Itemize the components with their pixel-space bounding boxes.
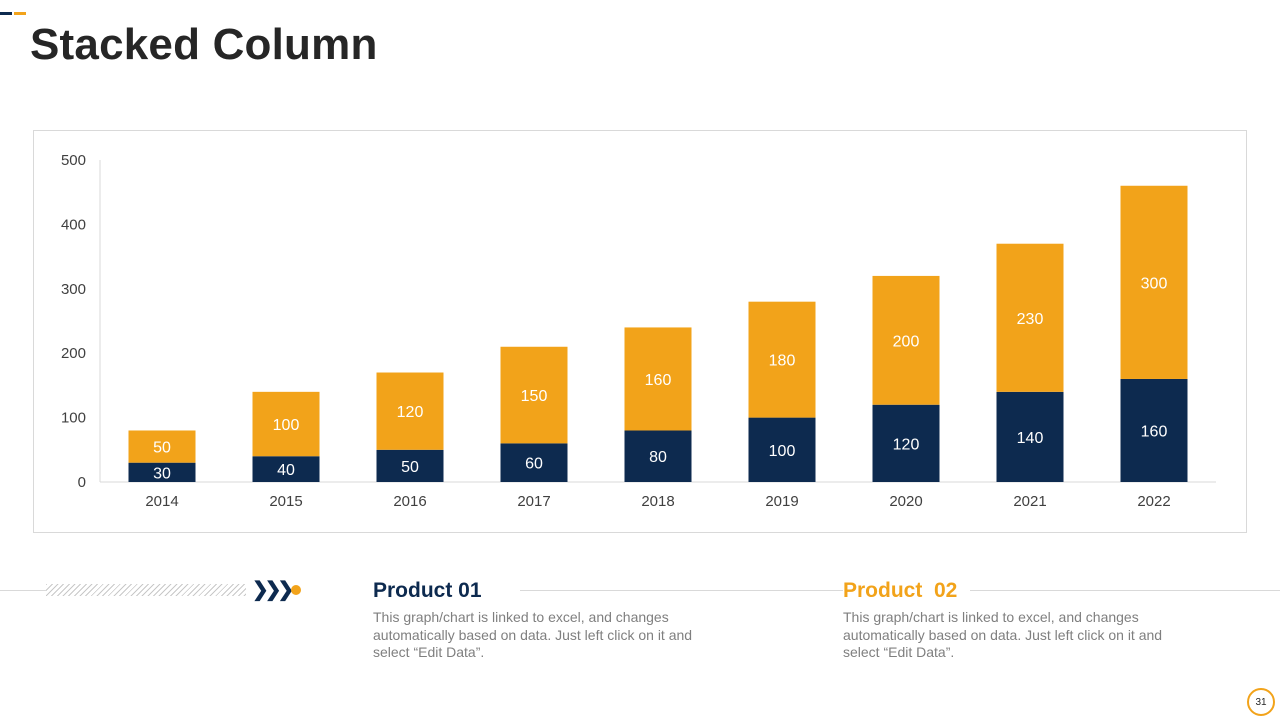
hatch-pattern xyxy=(46,584,246,596)
x-tick-label-2015: 2015 xyxy=(269,493,302,510)
bar-2016-series-2[interactable] xyxy=(376,372,444,450)
data-label-2014-series-2: 50 xyxy=(153,440,171,457)
footer-divider-middle xyxy=(520,590,845,591)
x-tick-label-2020: 2020 xyxy=(889,493,922,510)
data-label-2020-series-2: 200 xyxy=(893,333,920,350)
x-tick-label-2019: 2019 xyxy=(765,493,798,510)
y-tick-label-300: 300 xyxy=(61,281,86,298)
data-label-2018-series-2: 160 xyxy=(645,372,672,389)
bar-2021-series-2[interactable] xyxy=(996,243,1064,392)
data-label-2021-series-2: 230 xyxy=(1017,311,1044,328)
data-label-2021-series-1: 140 xyxy=(1017,430,1044,447)
bar-2016-series-1[interactable] xyxy=(376,449,444,482)
title-accent-bar-gold xyxy=(14,12,26,15)
data-label-2017-series-1: 60 xyxy=(525,456,543,473)
data-label-2016-series-1: 50 xyxy=(401,459,419,476)
bar-2017-series-2[interactable] xyxy=(500,346,568,444)
data-label-2016-series-2: 120 xyxy=(397,404,424,421)
product-01-description: This graph/chart is linked to excel, and… xyxy=(373,609,693,660)
data-label-2015-series-2: 100 xyxy=(273,417,300,434)
y-tick-label-0: 0 xyxy=(78,474,86,491)
bar-2019-series-1[interactable] xyxy=(748,417,816,482)
footer-divider-right xyxy=(970,590,1280,591)
x-tick-label-2021: 2021 xyxy=(1013,493,1046,510)
chart-frame[interactable]: 0 100 200 300 400 500 30 50 2014 40 100 2015 50 120 20… xyxy=(33,130,1247,533)
data-label-2019-series-1: 100 xyxy=(769,443,796,460)
bar-2014-series-1[interactable] xyxy=(128,462,196,482)
bar-2022-series-2[interactable] xyxy=(1120,185,1188,379)
bar-2019-series-2[interactable] xyxy=(748,301,816,418)
bar-2015-series-2[interactable] xyxy=(252,391,320,457)
bar-2020-series-1[interactable] xyxy=(872,404,940,482)
bar-2015-series-1[interactable] xyxy=(252,456,320,482)
data-label-2015-series-1: 40 xyxy=(277,462,295,479)
y-tick-label-500: 500 xyxy=(61,152,86,169)
title-accent-bar-dark xyxy=(0,12,12,15)
footer-divider-left xyxy=(0,590,50,591)
page-title: Stacked Column xyxy=(30,20,378,69)
y-tick-label-200: 200 xyxy=(61,345,86,362)
page-number-badge: 31 xyxy=(1247,688,1275,716)
chevrons-right-icon: ❯❯❯ xyxy=(252,579,294,601)
data-label-2022-series-2: 300 xyxy=(1141,275,1168,292)
data-label-2022-series-1: 160 xyxy=(1141,423,1168,440)
x-tick-label-2016: 2016 xyxy=(393,493,426,510)
product-01-title: Product 01 xyxy=(373,578,492,604)
data-label-2018-series-1: 80 xyxy=(649,449,667,466)
bar-2018-series-1[interactable] xyxy=(624,430,692,482)
data-label-2017-series-2: 150 xyxy=(521,388,548,405)
data-label-2014-series-1: 30 xyxy=(153,465,171,482)
stacked-column-chart[interactable]: 0 100 200 300 400 500 30 50 2014 40 100 2015 50 120 20… xyxy=(34,131,1246,532)
data-label-2020-series-1: 120 xyxy=(893,436,920,453)
bar-2020-series-2[interactable] xyxy=(872,275,940,405)
y-tick-label-400: 400 xyxy=(61,216,86,233)
bar-2014-series-2[interactable] xyxy=(128,430,196,463)
bar-2021-series-1[interactable] xyxy=(996,391,1064,482)
x-tick-label-2022: 2022 xyxy=(1137,493,1170,510)
product-02-description: This graph/chart is linked to excel, and… xyxy=(843,609,1163,660)
data-label-2019-series-2: 180 xyxy=(769,353,796,370)
bar-2022-series-1[interactable] xyxy=(1120,378,1188,482)
bar-2017-series-1[interactable] xyxy=(500,443,568,482)
x-tick-label-2018: 2018 xyxy=(641,493,674,510)
x-tick-label-2014: 2014 xyxy=(145,493,178,510)
bar-2018-series-2[interactable] xyxy=(624,327,692,431)
dot-icon xyxy=(291,585,301,595)
x-tick-label-2017: 2017 xyxy=(517,493,550,510)
product-02-title: Product 02 xyxy=(843,578,968,604)
y-tick-label-100: 100 xyxy=(61,410,86,427)
